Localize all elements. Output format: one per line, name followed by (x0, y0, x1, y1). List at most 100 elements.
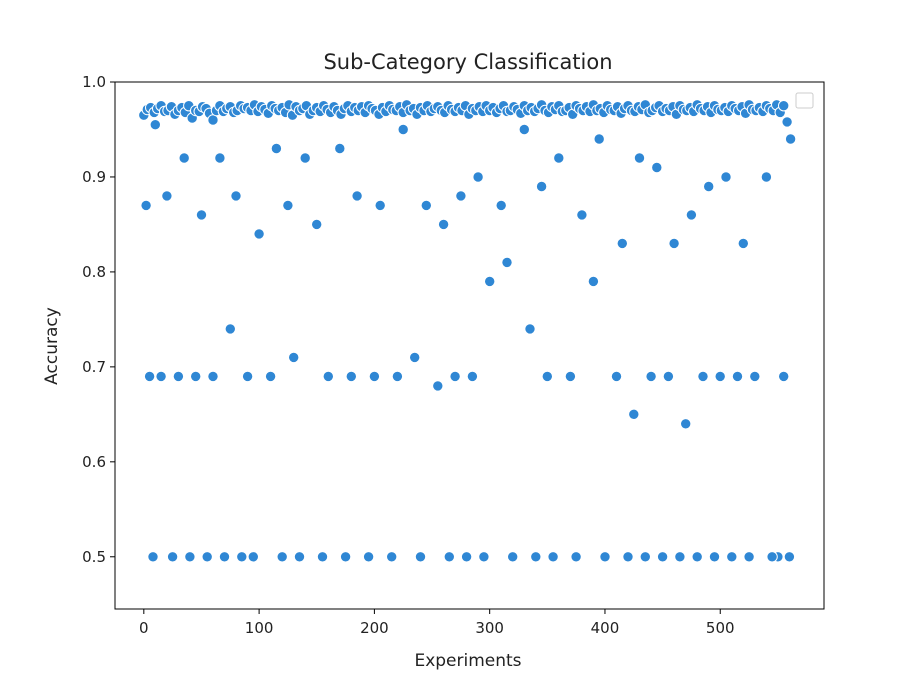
data-point (466, 370, 479, 383)
data-point (455, 190, 467, 202)
data-point (691, 551, 703, 563)
data-point (230, 190, 242, 202)
x-tick-label: 100 (245, 619, 274, 637)
y-tick-label: 0.9 (82, 168, 106, 186)
data-point (576, 209, 588, 221)
data-point (207, 370, 219, 383)
data-point (460, 551, 473, 563)
data-point (161, 190, 173, 202)
data-point (518, 123, 530, 136)
data-point (535, 180, 548, 193)
data-point (288, 351, 300, 364)
data-point (628, 408, 640, 420)
data-point (184, 551, 196, 563)
x-axis-label: Experiments (414, 651, 521, 671)
data-point (633, 152, 646, 164)
legend-box (795, 92, 814, 109)
x-tick-label: 300 (475, 619, 504, 637)
data-point (270, 142, 283, 155)
data-point (414, 551, 427, 563)
data-point (368, 370, 381, 383)
data-point (645, 370, 657, 383)
data-point (472, 171, 484, 183)
data-point (530, 551, 542, 563)
data-point (253, 228, 265, 240)
data-point (172, 370, 185, 383)
data-point (155, 370, 167, 383)
data-point (616, 237, 628, 250)
data-point (247, 551, 260, 563)
data-point (432, 380, 444, 392)
x-tick-label: 0 (139, 619, 149, 637)
data-point (749, 370, 761, 383)
data-point (276, 551, 288, 563)
x-axis-ticks: 0 100 200 300 400 500 (139, 609, 735, 637)
data-point (731, 370, 744, 383)
y-tick-label: 1.0 (82, 73, 106, 91)
data-point (564, 370, 577, 383)
data-point (720, 171, 732, 183)
data-point (495, 199, 507, 212)
data-point (299, 152, 311, 164)
data-point (311, 218, 323, 231)
data-point (143, 370, 156, 383)
data-point (778, 100, 790, 112)
data-point (714, 370, 726, 383)
data-point (760, 171, 773, 183)
data-point (743, 551, 755, 563)
data-point (639, 551, 651, 563)
data-point (149, 119, 162, 131)
data-point (599, 551, 611, 563)
x-tick-label: 200 (360, 619, 389, 637)
data-point (386, 551, 398, 563)
data-point (685, 209, 698, 221)
data-point (397, 123, 409, 136)
data-point (293, 551, 306, 563)
data-point (501, 256, 513, 269)
data-point (391, 370, 404, 383)
y-axis-ticks: 0.5 0.6 0.7 0.8 0.9 1.0 (82, 73, 115, 566)
data-point (593, 133, 605, 145)
data-point (778, 370, 790, 383)
data-point (697, 370, 709, 383)
data-point (195, 209, 208, 221)
chart-title: Sub-Category Classification (323, 50, 612, 74)
data-point (264, 370, 277, 383)
data-point (322, 370, 334, 383)
y-axis-label: Accuracy (42, 307, 62, 385)
data-point (214, 152, 226, 164)
data-points (138, 99, 797, 563)
data-point (478, 551, 490, 563)
data-point (147, 551, 159, 563)
y-tick-label: 0.5 (82, 548, 106, 566)
data-point (345, 370, 357, 383)
data-point (362, 551, 375, 563)
data-point (674, 551, 686, 563)
data-point (507, 551, 519, 563)
data-point (622, 551, 634, 563)
data-point (443, 551, 455, 563)
data-point (656, 551, 669, 563)
data-point (668, 237, 680, 250)
data-point (703, 180, 715, 193)
data-point (166, 551, 179, 563)
data-point (553, 152, 565, 164)
data-point (708, 551, 721, 563)
data-point (784, 133, 797, 145)
data-point (218, 551, 231, 563)
data-point (224, 323, 237, 335)
data-point (201, 551, 213, 563)
data-point (570, 551, 582, 563)
data-point (610, 370, 623, 383)
data-point (484, 275, 496, 288)
data-point (781, 116, 793, 128)
data-point (449, 370, 461, 383)
data-point (680, 418, 692, 430)
data-point (766, 551, 778, 563)
data-point (236, 551, 248, 563)
y-tick-label: 0.8 (82, 263, 106, 281)
data-point (420, 199, 432, 212)
x-tick-label: 500 (706, 619, 735, 637)
y-tick-label: 0.6 (82, 453, 106, 471)
